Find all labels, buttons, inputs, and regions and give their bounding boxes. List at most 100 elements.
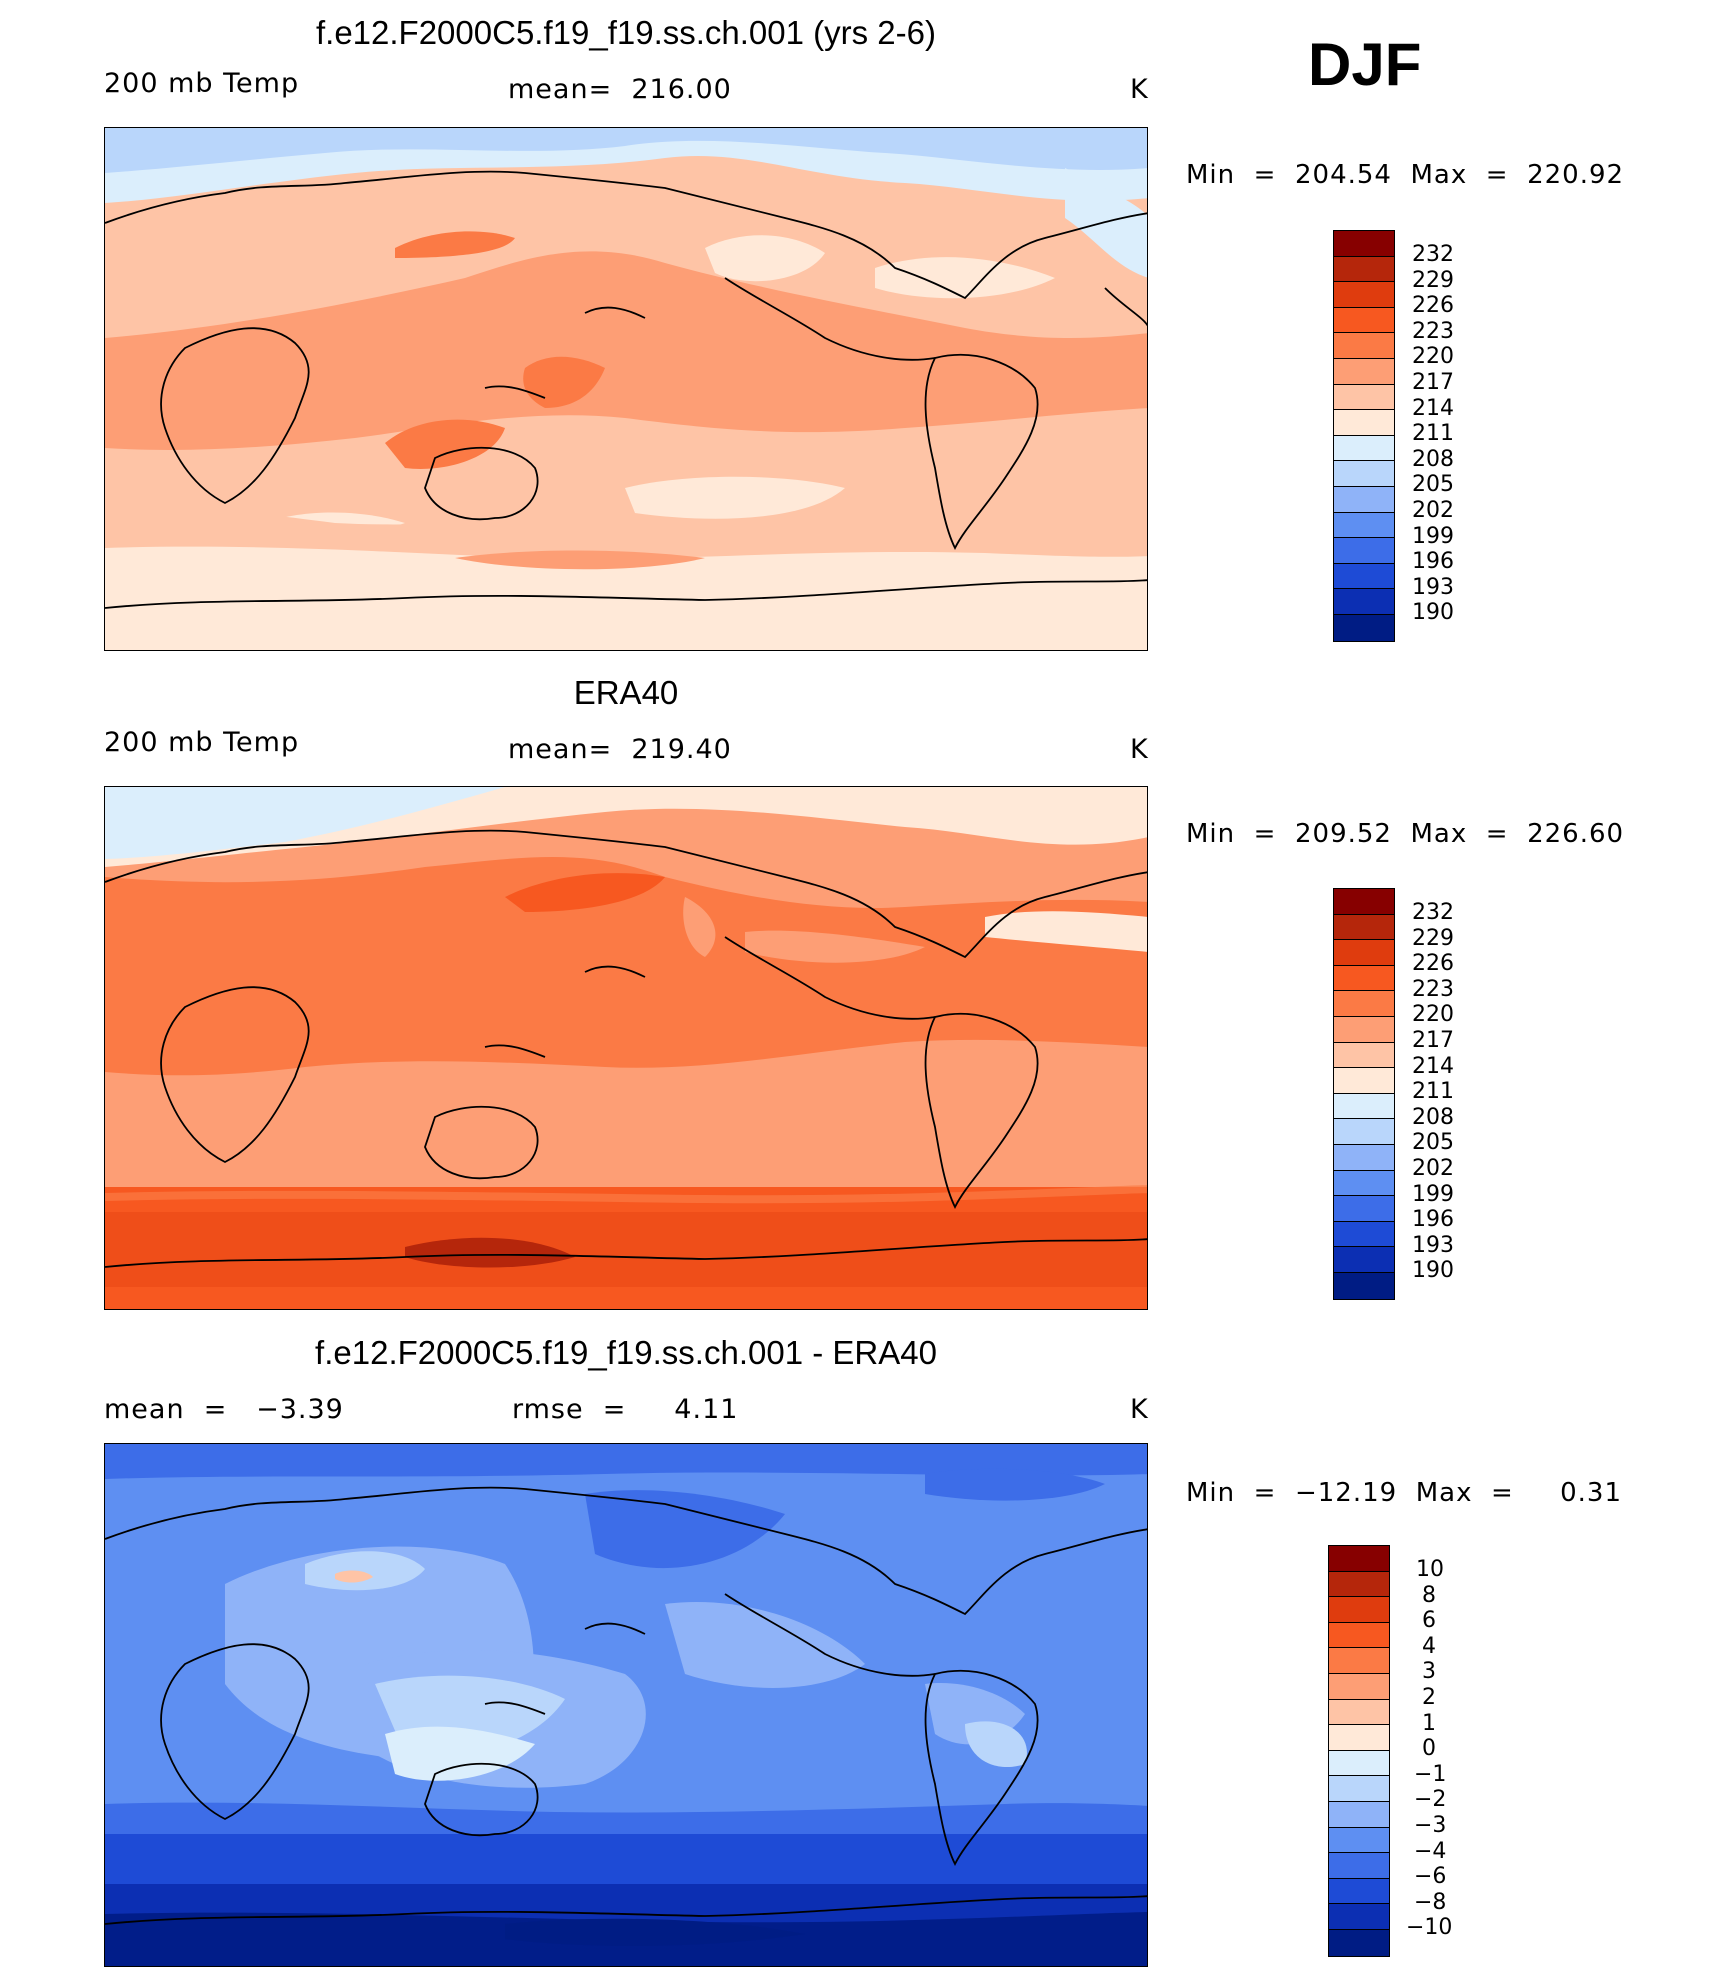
colorbar-tick: 199 xyxy=(1412,523,1454,549)
colorbar-box xyxy=(1334,1272,1394,1299)
panel-title: f.e12.F2000C5.f19_f19.ss.ch.001 - ERA40 xyxy=(315,1334,937,1371)
colorbar-box xyxy=(1334,1016,1394,1043)
colorbar-tick: 199 xyxy=(1412,1181,1454,1207)
mean-label: mean = −3.39 xyxy=(104,1394,344,1425)
colorbar-tick: 196 xyxy=(1412,1207,1454,1233)
colorbar-box xyxy=(1329,1622,1389,1649)
colorbar-box xyxy=(1334,991,1394,1017)
colorbar-tick: 3 xyxy=(1422,1659,1436,1685)
colorbar-tick: 4 xyxy=(1422,1633,1436,1659)
colorbar-tick: 205 xyxy=(1412,1130,1454,1156)
colorbar-tick: −8 xyxy=(1414,1889,1447,1915)
map-model xyxy=(104,127,1148,651)
colorbar-box xyxy=(1329,1673,1389,1700)
colorbar-tick: 217 xyxy=(1412,370,1454,395)
colorbar-box xyxy=(1334,914,1394,941)
colorbar-box xyxy=(1329,1801,1389,1828)
panel-title: ERA40 xyxy=(573,674,679,711)
colorbar-tick: −3 xyxy=(1414,1813,1447,1838)
colorbar-box xyxy=(1329,1929,1389,1956)
mean-label: mean= 219.40 xyxy=(508,734,732,765)
colorbar-tick: −6 xyxy=(1414,1864,1447,1890)
colorbar-tick: 202 xyxy=(1412,498,1454,523)
colorbar-box xyxy=(1334,1042,1394,1069)
colorbar-box xyxy=(1334,486,1394,513)
colorbar-box xyxy=(1334,410,1394,436)
map-difference xyxy=(104,1443,1148,1967)
colorbar-tick: 208 xyxy=(1412,446,1454,472)
colorbar-box xyxy=(1329,1750,1389,1777)
colorbar-box xyxy=(1334,384,1394,411)
colorbar-tick: 202 xyxy=(1412,1156,1454,1181)
colorbar-tick: 190 xyxy=(1412,600,1454,626)
colorbar-tick: 220 xyxy=(1412,1002,1454,1028)
colorbar-tick: −4 xyxy=(1414,1838,1447,1864)
colorbar-tick: 232 xyxy=(1412,900,1454,925)
colorbar-box xyxy=(1334,563,1394,590)
colorbar-box xyxy=(1329,1571,1389,1598)
colorbar-box xyxy=(1329,1546,1389,1572)
colorbar-box xyxy=(1334,333,1394,359)
colorbar-tick: 226 xyxy=(1412,293,1454,319)
colorbar-box xyxy=(1329,1648,1389,1674)
colorbar-box xyxy=(1334,256,1394,283)
colorbar-box xyxy=(1334,358,1394,385)
map-era40 xyxy=(104,786,1148,1310)
panel-title: f.e12.F2000C5.f19_f19.ss.ch.001 (yrs 2-6… xyxy=(315,14,936,51)
colorbar-tick: 196 xyxy=(1412,549,1454,575)
colorbar-tick: 10 xyxy=(1416,1557,1444,1582)
colorbar-tick: 214 xyxy=(1412,395,1454,421)
colorbar xyxy=(1328,1545,1390,1957)
colorbar-tick: 223 xyxy=(1412,976,1454,1002)
colorbar-tick: 208 xyxy=(1412,1104,1454,1130)
temperature-field xyxy=(105,787,1147,1309)
colorbar-tick: 205 xyxy=(1412,472,1454,498)
colorbar-box xyxy=(1329,1776,1389,1802)
colorbar-box xyxy=(1334,1068,1394,1094)
colorbar-tick: 0 xyxy=(1422,1736,1436,1762)
colorbar-box xyxy=(1334,1170,1394,1197)
rmse-label: rmse = 4.11 xyxy=(512,1394,739,1425)
colorbar-box xyxy=(1329,1853,1389,1879)
colorbar-box xyxy=(1334,614,1394,641)
colorbar-box xyxy=(1329,1878,1389,1905)
units-label: K xyxy=(1130,734,1149,765)
colorbar-box xyxy=(1334,589,1394,615)
colorbar-box xyxy=(1334,231,1394,257)
colorbar-tick: −2 xyxy=(1414,1787,1447,1813)
season-label: DJF xyxy=(1308,31,1422,98)
colorbar-tick: 214 xyxy=(1412,1053,1454,1079)
colorbar-box xyxy=(1334,538,1394,564)
colorbar-tick: 193 xyxy=(1412,574,1454,600)
mean-label: mean= 216.00 xyxy=(508,74,732,105)
colorbar-box xyxy=(1334,307,1394,334)
colorbar-tick: 211 xyxy=(1412,1079,1454,1105)
min-max-label: Min = 204.54 Max = 220.92 xyxy=(1186,160,1625,190)
colorbar-tick: 193 xyxy=(1412,1232,1454,1258)
colorbar-box xyxy=(1334,512,1394,539)
colorbar-box xyxy=(1329,1827,1389,1854)
colorbar-tick: 211 xyxy=(1412,421,1454,447)
colorbar-box xyxy=(1329,1904,1389,1930)
colorbar-box xyxy=(1334,940,1394,966)
colorbar-tick: 232 xyxy=(1412,242,1454,267)
colorbar-tick: 1 xyxy=(1422,1710,1436,1736)
colorbar xyxy=(1333,230,1395,642)
temperature-field xyxy=(105,128,1147,650)
colorbar-box xyxy=(1329,1725,1389,1751)
colorbar-box xyxy=(1334,1144,1394,1171)
colorbar-tick: 217 xyxy=(1412,1028,1454,1053)
variable-label: 200 mb Temp xyxy=(104,68,300,99)
colorbar-tick: 220 xyxy=(1412,344,1454,370)
colorbar-box xyxy=(1334,1247,1394,1273)
colorbar-tick: 8 xyxy=(1422,1582,1436,1608)
units-label: K xyxy=(1130,74,1149,105)
colorbar xyxy=(1333,888,1395,1300)
colorbar-tick: 223 xyxy=(1412,318,1454,344)
colorbar-box xyxy=(1334,1196,1394,1222)
colorbar-box xyxy=(1334,889,1394,915)
colorbar-box xyxy=(1334,282,1394,308)
colorbar-tick: 2 xyxy=(1422,1685,1436,1710)
colorbar-tick: −1 xyxy=(1414,1761,1447,1787)
colorbar-box xyxy=(1334,461,1394,487)
